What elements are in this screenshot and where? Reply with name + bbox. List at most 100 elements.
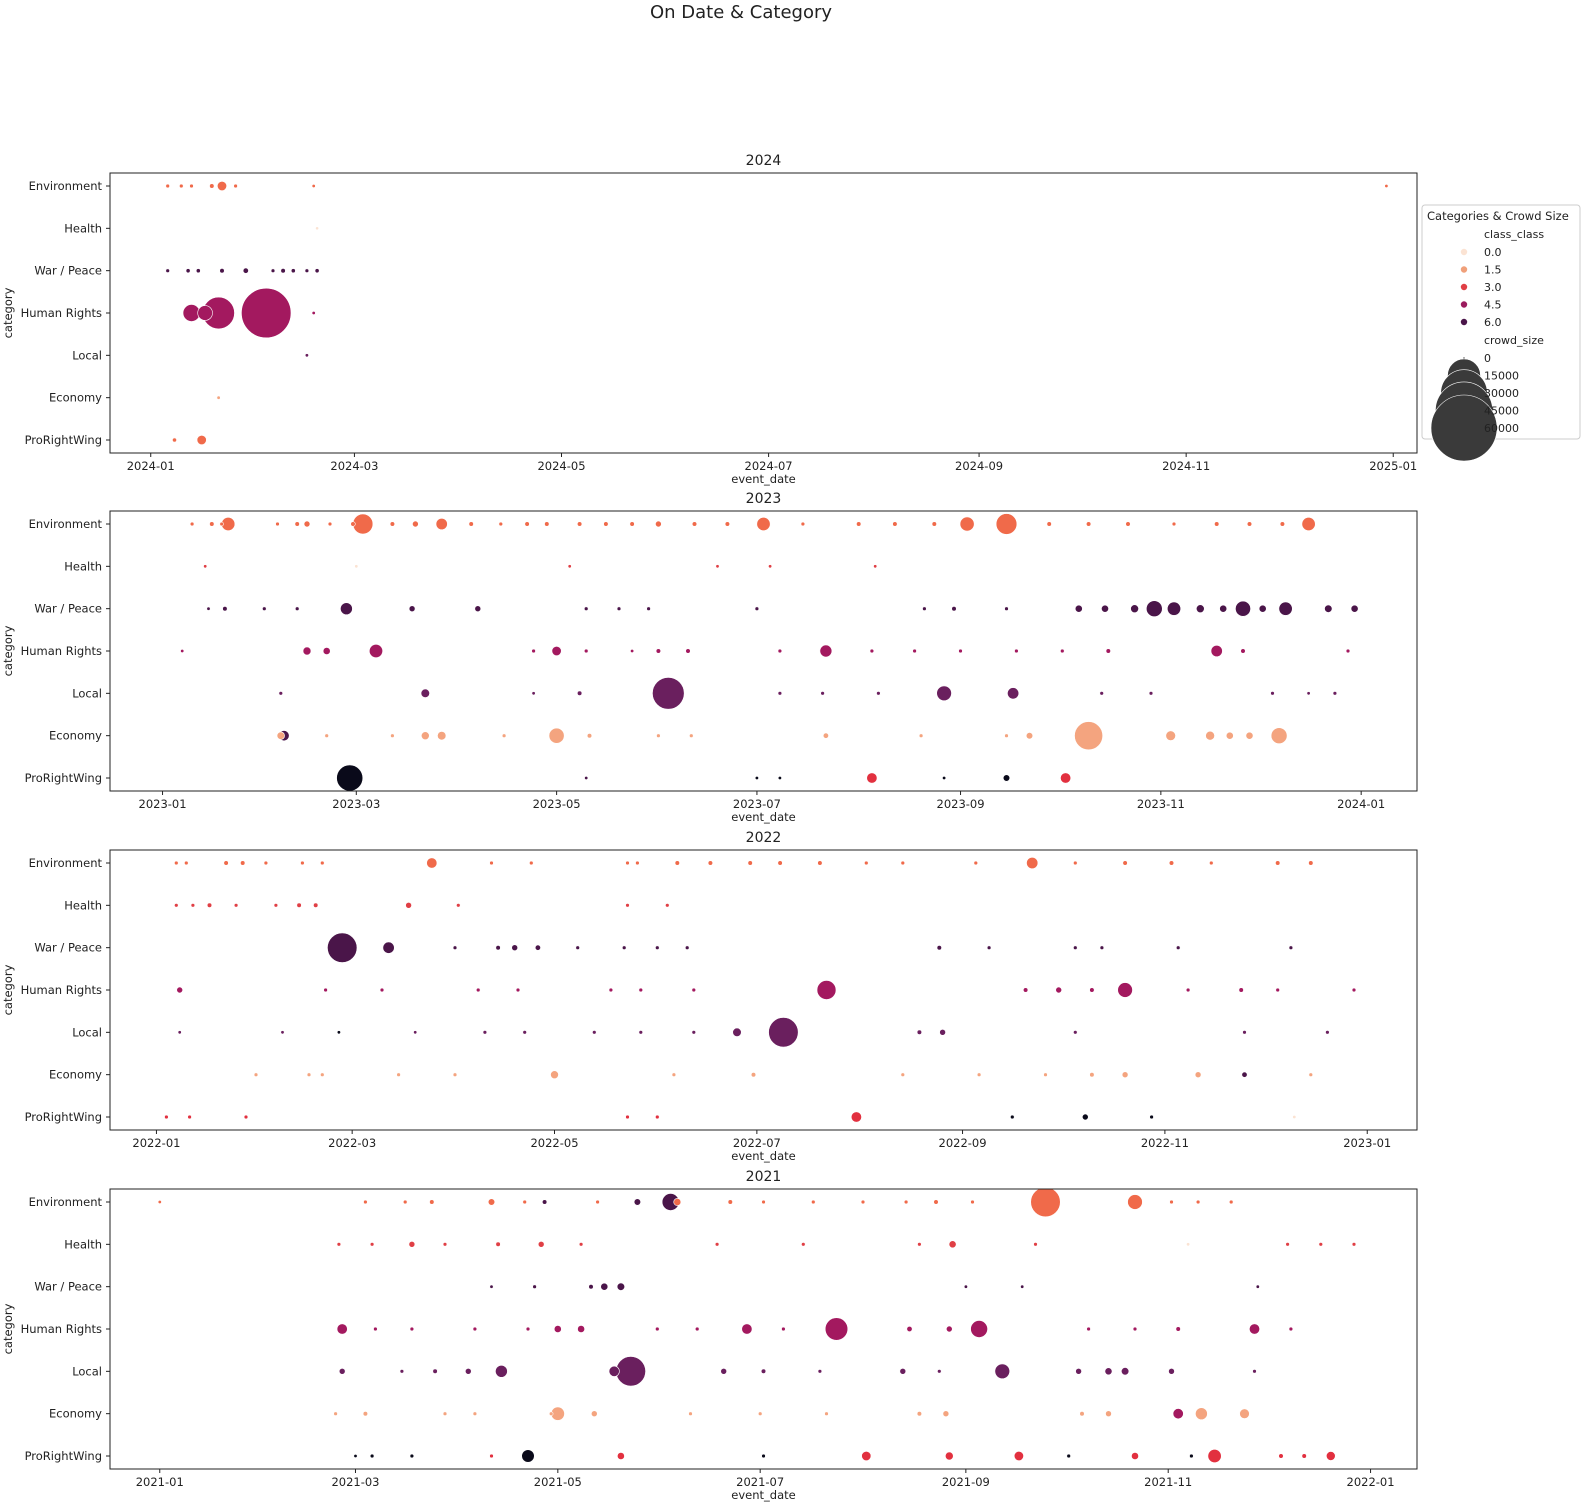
data-point <box>270 268 276 273</box>
data-point <box>754 775 759 780</box>
data-point <box>541 1199 548 1205</box>
data-point <box>1175 945 1181 950</box>
data-point <box>495 1241 501 1247</box>
x-tick-label: 2023-11 <box>1137 797 1185 811</box>
data-point <box>327 521 333 527</box>
data-point <box>600 1282 609 1291</box>
data-point <box>876 691 881 696</box>
data-point <box>1020 1284 1025 1289</box>
y-tick-label: Environment <box>29 179 103 193</box>
data-point <box>320 860 325 866</box>
data-point <box>976 1072 982 1077</box>
data-point <box>691 521 698 527</box>
data-point <box>629 521 635 527</box>
x-tick-label: 2024-05 <box>537 459 585 473</box>
y-tick-label: Economy <box>49 1068 102 1082</box>
data-point <box>1228 1199 1234 1205</box>
legend-size-label: 45000 <box>1484 405 1519 418</box>
y-axis-label: category <box>1 964 15 1015</box>
data-point <box>313 902 319 908</box>
data-point <box>691 987 696 993</box>
plot-frame <box>109 849 1418 1131</box>
data-point <box>655 648 662 654</box>
data-point <box>777 860 783 866</box>
x-tick-label: 2023-01 <box>139 797 187 811</box>
data-point <box>1278 601 1293 616</box>
y-tick-label: Human Rights <box>21 306 102 320</box>
data-point <box>219 521 224 527</box>
x-tick-label: 2021-01 <box>136 1475 184 1489</box>
data-point <box>638 987 643 993</box>
data-point <box>688 1411 693 1416</box>
data-point <box>1384 184 1389 189</box>
data-point <box>233 183 238 189</box>
data-point <box>646 606 651 611</box>
data-point <box>942 775 947 780</box>
x-tick-label: 2024-09 <box>955 459 1003 473</box>
data-point <box>674 860 680 866</box>
data-point <box>1149 1114 1154 1120</box>
data-point <box>1318 1242 1324 1247</box>
data-point <box>1130 604 1139 614</box>
legend-hue-label: 6.0 <box>1484 316 1502 329</box>
data-point <box>944 1451 954 1461</box>
data-point <box>296 902 302 908</box>
plot-frame <box>109 172 1418 454</box>
data-point <box>336 764 364 791</box>
data-point <box>811 1199 816 1205</box>
data-point <box>936 945 942 951</box>
y-tick-label: Health <box>64 221 102 235</box>
data-point <box>354 564 359 569</box>
data-point <box>860 1199 866 1205</box>
legend: Categories & Crowd Size class_class 0.0 1.5… <box>1421 204 1581 462</box>
data-point <box>426 857 438 869</box>
data-point <box>379 987 385 993</box>
data-point <box>1172 1408 1184 1420</box>
data-point <box>1241 1071 1248 1078</box>
data-point <box>1249 1323 1261 1335</box>
data-point <box>1171 521 1177 527</box>
data-point <box>399 1369 405 1374</box>
data-point <box>1013 1451 1024 1462</box>
data-point <box>190 903 196 908</box>
x-tick-label: 2022-05 <box>530 1136 578 1150</box>
legend-hue-label: 4.5 <box>1484 299 1502 312</box>
data-point <box>1270 727 1288 745</box>
data-point <box>819 644 833 658</box>
legend-color-swatch <box>1460 248 1468 256</box>
data-point <box>263 860 269 866</box>
data-point <box>553 1325 562 1333</box>
data-point <box>242 267 249 274</box>
data-point <box>489 1453 494 1459</box>
data-point <box>577 1325 585 1333</box>
data-point <box>306 1072 312 1077</box>
data-point <box>522 1199 527 1205</box>
y-axis-label: category <box>1 625 15 676</box>
data-point <box>327 932 358 963</box>
data-point <box>820 691 825 696</box>
data-point <box>537 1241 545 1248</box>
x-tick-label: 2023-09 <box>937 797 985 811</box>
data-point <box>1122 860 1128 866</box>
data-point <box>275 521 280 527</box>
data-point <box>1245 731 1254 740</box>
data-point <box>861 1451 872 1462</box>
data-point <box>1105 648 1111 654</box>
data-point <box>452 945 458 950</box>
y-tick-label: Economy <box>49 729 102 743</box>
y-axis-label: category <box>1 287 15 338</box>
points-layer <box>180 513 1359 791</box>
data-point <box>1288 945 1294 950</box>
data-point <box>409 1453 415 1459</box>
data-point <box>595 1199 600 1205</box>
suptitle: On Date & Category <box>650 2 832 23</box>
data-point <box>630 648 635 653</box>
data-point <box>209 183 215 189</box>
data-point <box>180 648 185 653</box>
data-point <box>1185 987 1191 993</box>
data-point <box>442 1242 448 1247</box>
points-layer <box>157 1189 1357 1464</box>
data-point <box>336 1242 342 1247</box>
data-point <box>1121 1071 1129 1078</box>
data-point <box>172 437 177 443</box>
